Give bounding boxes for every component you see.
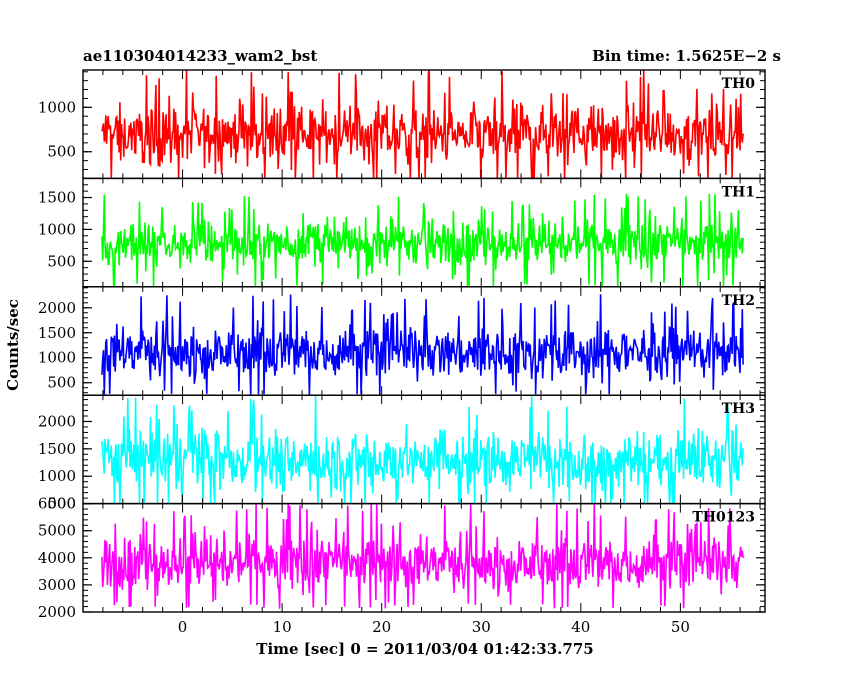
y-tick-label: 2000 (38, 412, 76, 430)
panel-label-th2: TH2 (722, 293, 755, 309)
y-axis-label: Counts/sec (4, 299, 22, 391)
series-trace-th2 (101, 294, 744, 395)
y-tick-label: 5000 (38, 522, 76, 540)
y-tick-label: 2000 (38, 603, 76, 621)
observation-id: ae110304014233_wam2_bst (83, 47, 317, 65)
series-trace-th1 (101, 193, 744, 288)
y-tick-label: 4000 (38, 549, 76, 567)
series-trace-th0123 (101, 503, 744, 609)
y-tick-label: 1500 (38, 189, 76, 207)
y-tick-label: 1000 (38, 349, 76, 367)
panel-label-th0: TH0 (722, 76, 756, 92)
panel-label-th3: TH3 (722, 401, 755, 417)
y-tick-label: 500 (47, 495, 76, 513)
y-tick-label: 3000 (38, 576, 76, 594)
y-tick-label: 1000 (38, 220, 76, 238)
y-tick-label: 1000 (38, 467, 76, 485)
x-tick-label: 50 (671, 618, 690, 636)
y-tick-label: 500 (47, 143, 76, 161)
x-tick-label: 10 (273, 618, 292, 636)
y-tick-label: 2000 (38, 299, 76, 317)
panels: TH05001000TH150010001500TH25001000150020… (38, 69, 766, 636)
x-tick-label: 20 (372, 618, 391, 636)
panel-label-th0123: TH0123 (692, 510, 755, 526)
panel-frame-th1 (82, 177, 766, 288)
y-tick-label: 500 (47, 374, 76, 392)
y-tick-label: 500 (47, 252, 76, 270)
x-axis-label: Time [sec] 0 = 2011/03/04 01:42:33.775 (256, 640, 593, 658)
x-tick-label: 30 (472, 618, 491, 636)
x-tick-label: 40 (571, 618, 590, 636)
x-tick-label: 0 (178, 618, 188, 636)
bin-time-label: Bin time: 1.5625E−2 s (592, 47, 781, 65)
y-tick-label: 6000 (38, 495, 76, 513)
series-trace-th3 (101, 395, 744, 504)
y-tick-label: 1500 (38, 440, 76, 458)
panel-label-th1: TH1 (722, 184, 755, 200)
series-trace-th0 (101, 70, 744, 180)
y-tick-label: 1500 (38, 324, 76, 342)
y-tick-label: 1000 (38, 98, 76, 116)
